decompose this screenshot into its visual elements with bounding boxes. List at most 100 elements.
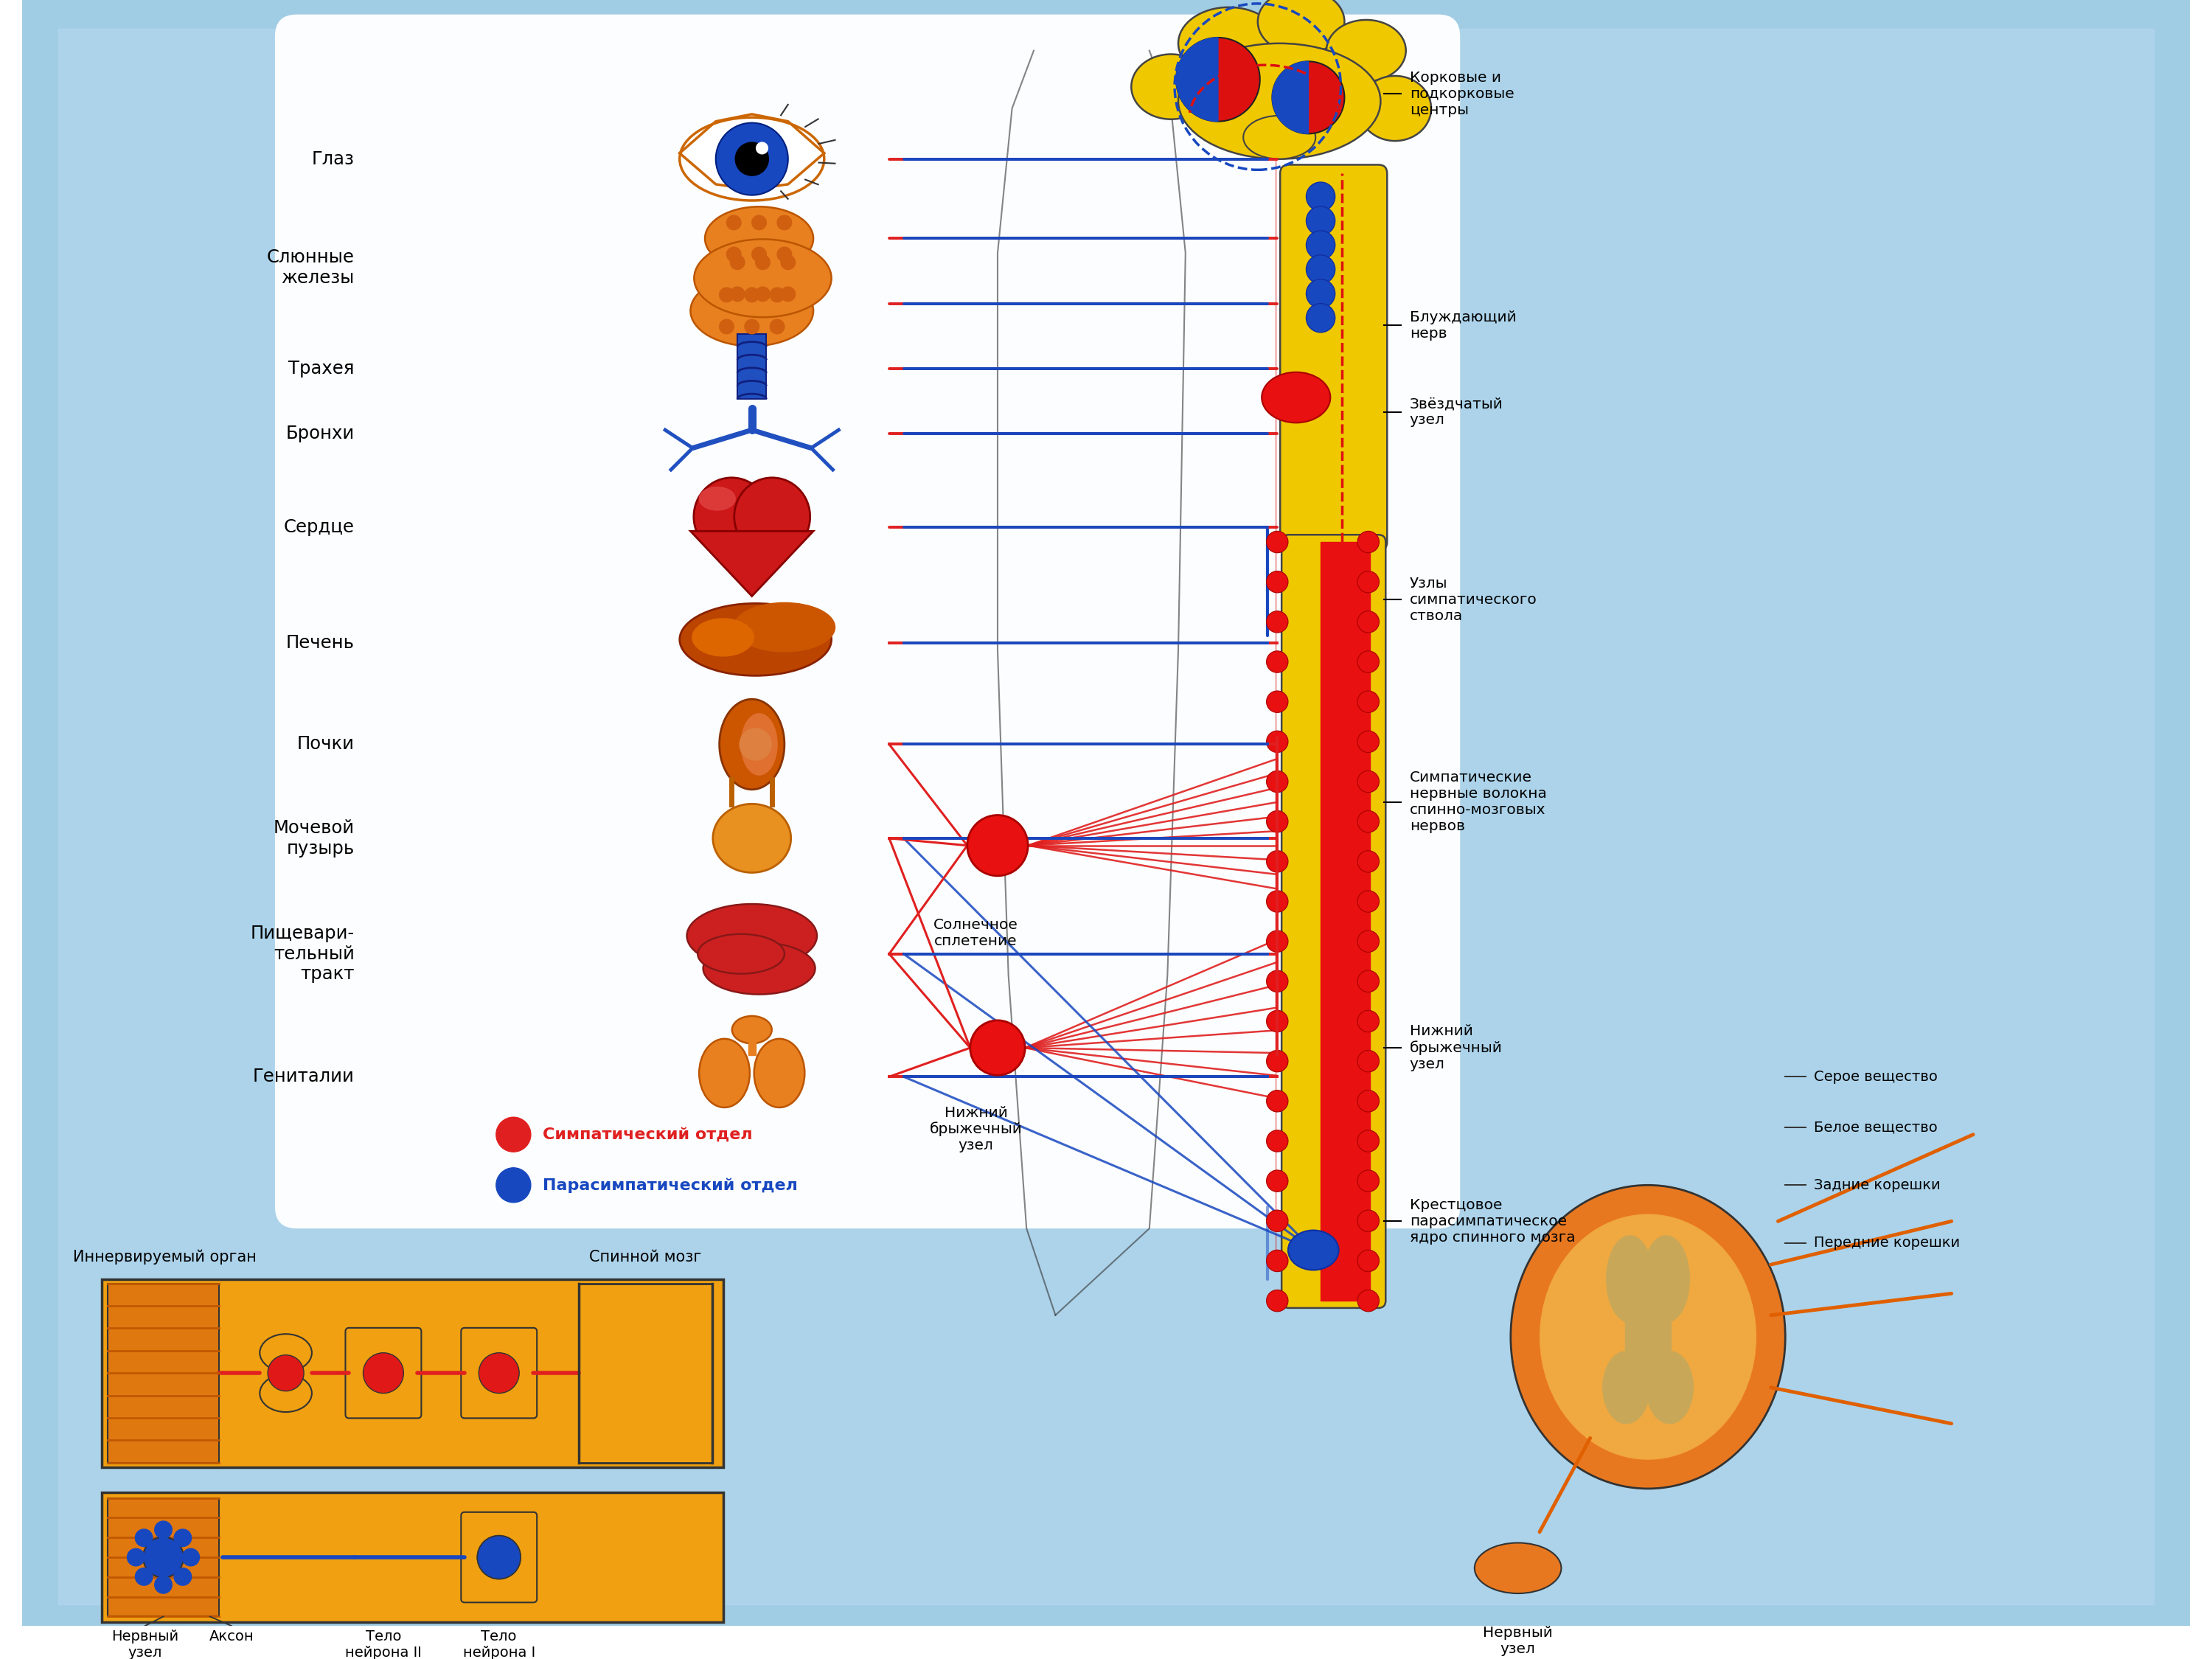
Circle shape <box>1267 1170 1287 1191</box>
Circle shape <box>155 1576 173 1593</box>
Circle shape <box>1358 571 1378 592</box>
Circle shape <box>1305 255 1336 284</box>
Circle shape <box>1272 61 1345 134</box>
Circle shape <box>734 143 768 176</box>
Circle shape <box>730 255 745 269</box>
Ellipse shape <box>1287 1231 1338 1271</box>
Circle shape <box>1267 531 1287 552</box>
Circle shape <box>1358 1010 1378 1032</box>
Text: Передние корешки: Передние корешки <box>1814 1236 1960 1249</box>
Bar <box>102 1279 723 1467</box>
Ellipse shape <box>1261 372 1329 423</box>
Ellipse shape <box>692 619 754 657</box>
Circle shape <box>757 287 770 302</box>
Ellipse shape <box>719 698 785 790</box>
Circle shape <box>1305 304 1336 332</box>
Text: Нервный
узел: Нервный узел <box>1482 1626 1553 1656</box>
Circle shape <box>719 287 734 302</box>
Ellipse shape <box>732 1015 772 1044</box>
Text: Блуждающий
нерв: Блуждающий нерв <box>1409 310 1515 340</box>
Circle shape <box>495 1168 531 1203</box>
Bar <box>102 1491 723 1623</box>
Text: Нижний
брыжечный
узел: Нижний брыжечный узел <box>1409 1024 1502 1072</box>
Ellipse shape <box>1179 43 1380 159</box>
Circle shape <box>745 320 759 333</box>
FancyBboxPatch shape <box>460 1327 538 1418</box>
Bar <box>737 333 765 398</box>
Polygon shape <box>690 531 814 596</box>
Circle shape <box>1358 1249 1378 1272</box>
Circle shape <box>1358 1209 1378 1231</box>
Text: Мочевой
пузырь: Мочевой пузырь <box>274 820 354 858</box>
Circle shape <box>967 815 1029 876</box>
FancyBboxPatch shape <box>1281 164 1387 551</box>
Circle shape <box>363 1352 403 1394</box>
Text: Нижний
брыжечный
узел: Нижний брыжечный узел <box>929 1105 1022 1153</box>
Ellipse shape <box>690 275 814 347</box>
Circle shape <box>719 320 734 333</box>
Ellipse shape <box>712 805 792 873</box>
Text: Бронхи: Бронхи <box>285 425 354 443</box>
Circle shape <box>1358 690 1378 713</box>
Circle shape <box>1177 38 1261 121</box>
Ellipse shape <box>699 1039 750 1108</box>
Bar <box>580 1284 712 1463</box>
Text: Иннервируемый орган: Иннервируемый орган <box>73 1249 257 1264</box>
Circle shape <box>1358 851 1378 873</box>
Text: Гениталии: Гениталии <box>252 1068 354 1085</box>
FancyBboxPatch shape <box>1281 534 1385 1307</box>
Circle shape <box>770 320 785 333</box>
Bar <box>108 1498 219 1616</box>
Circle shape <box>781 255 796 269</box>
Circle shape <box>730 287 745 302</box>
Ellipse shape <box>1243 116 1316 159</box>
Ellipse shape <box>741 713 776 775</box>
Circle shape <box>1267 611 1287 632</box>
Text: Трахея: Трахея <box>288 360 354 377</box>
Circle shape <box>1267 1209 1287 1231</box>
Text: Крестцовое
парасимпатическое
ядро спинного мозга: Крестцовое парасимпатическое ядро спинно… <box>1409 1198 1575 1244</box>
Ellipse shape <box>1511 1185 1785 1488</box>
Circle shape <box>1267 891 1287 912</box>
Circle shape <box>1358 931 1378 952</box>
Text: Сердце: Сердце <box>283 519 354 536</box>
Circle shape <box>1267 1050 1287 1072</box>
Text: Печень: Печень <box>285 634 354 652</box>
Text: Симпатический отдел: Симпатический отдел <box>542 1126 752 1141</box>
Ellipse shape <box>679 118 825 201</box>
Circle shape <box>1267 811 1287 833</box>
Circle shape <box>1358 1050 1378 1072</box>
Circle shape <box>181 1548 199 1566</box>
Circle shape <box>1358 611 1378 632</box>
FancyBboxPatch shape <box>274 15 1460 1228</box>
Text: Звёздчатый
узел: Звёздчатый узел <box>1409 397 1504 426</box>
Circle shape <box>781 287 796 302</box>
Circle shape <box>126 1548 144 1566</box>
Circle shape <box>1267 771 1287 793</box>
Text: Солнечное
сплетение: Солнечное сплетение <box>933 917 1018 947</box>
Bar <box>1626 1286 1670 1380</box>
Ellipse shape <box>695 478 770 556</box>
Text: Слюнные
железы: Слюнные железы <box>268 249 354 287</box>
Circle shape <box>1267 931 1287 952</box>
Circle shape <box>1305 182 1336 211</box>
Circle shape <box>175 1568 192 1586</box>
Text: Симпатические
нервные волокна
спинно-мозговых
нервов: Симпатические нервные волокна спинно-моз… <box>1409 771 1546 833</box>
Ellipse shape <box>734 602 834 652</box>
Ellipse shape <box>1179 7 1279 80</box>
Circle shape <box>1267 1010 1287 1032</box>
Circle shape <box>144 1536 184 1578</box>
Circle shape <box>1358 1291 1378 1312</box>
Text: Парасимпатический отдел: Парасимпатический отдел <box>542 1178 796 1193</box>
Circle shape <box>1267 1291 1287 1312</box>
Circle shape <box>717 123 787 196</box>
Ellipse shape <box>1327 20 1407 81</box>
Circle shape <box>1267 690 1287 713</box>
Text: Пищевари-
тельный
тракт: Пищевари- тельный тракт <box>250 924 354 984</box>
Circle shape <box>1358 1130 1378 1151</box>
Circle shape <box>1305 206 1336 236</box>
Ellipse shape <box>1540 1214 1756 1460</box>
Ellipse shape <box>699 488 734 511</box>
Text: Спинной мозг: Спинной мозг <box>588 1249 701 1264</box>
Circle shape <box>135 1568 153 1586</box>
